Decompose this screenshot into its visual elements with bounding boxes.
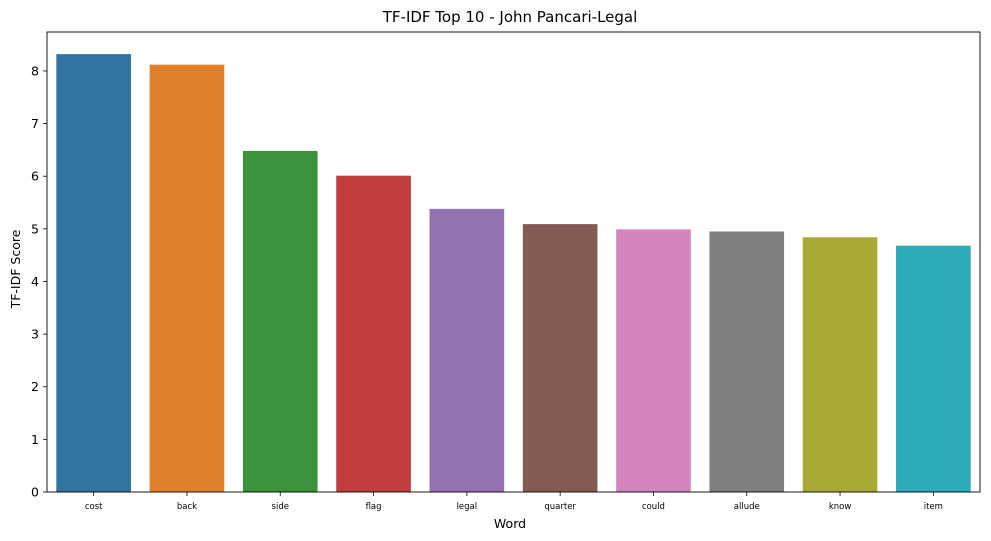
- y-tick-label: 7: [31, 116, 39, 131]
- bars-group: [56, 54, 971, 493]
- bar-could: [616, 229, 691, 493]
- bar-allude: [709, 231, 785, 492]
- plot-frame: [46, 31, 981, 493]
- bar-quarter: [522, 224, 598, 492]
- bar-item: [896, 245, 971, 492]
- x-axis-ticks: cost back side flag legal quarter could allude k…: [85, 492, 943, 512]
- x-tick-label: legal: [457, 502, 478, 512]
- y-tick-label: 1: [31, 432, 39, 447]
- y-tick-label: 2: [31, 379, 39, 394]
- y-axis-ticks: 0 1 2 3 4 5 6 7 8: [31, 63, 47, 500]
- bar-back: [149, 64, 225, 492]
- y-tick-label: 0: [31, 485, 39, 500]
- x-tick-label: flag: [366, 502, 382, 512]
- y-tick-label: 4: [31, 274, 39, 289]
- x-tick-label: item: [924, 502, 943, 512]
- chart-title: TF-IDF Top 10 - John Pancari-Legal: [382, 8, 638, 26]
- bar-cost: [56, 54, 131, 493]
- x-tick-label: know: [829, 502, 852, 512]
- x-tick-label: allude: [734, 502, 760, 512]
- bar-legal: [429, 208, 505, 492]
- y-axis-label: TF-IDF Score: [8, 229, 23, 309]
- bar-know: [802, 237, 878, 492]
- x-tick-label: back: [177, 502, 197, 512]
- y-tick-label: 3: [31, 327, 39, 342]
- x-tick-label: could: [642, 502, 665, 512]
- x-tick-label: quarter: [544, 502, 576, 512]
- y-tick-label: 6: [31, 169, 39, 184]
- x-axis-label: Word: [494, 516, 526, 531]
- x-tick-label: side: [272, 502, 289, 512]
- x-tick-label: cost: [85, 502, 103, 512]
- y-tick-label: 8: [31, 63, 39, 78]
- bar-flag: [336, 175, 411, 492]
- bar-side: [242, 150, 318, 492]
- y-tick-label: 5: [31, 221, 39, 236]
